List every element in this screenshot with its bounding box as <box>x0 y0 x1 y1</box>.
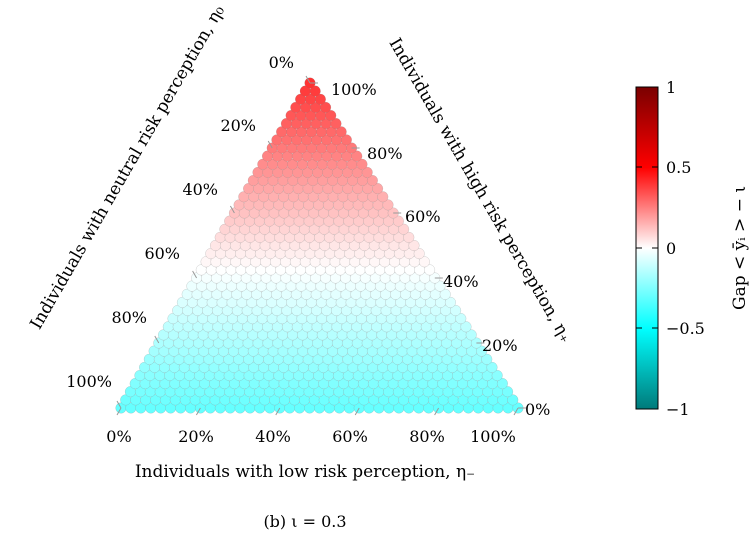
colorbar-tick-0.5: 0.5 <box>666 158 691 177</box>
bottom-tick-20: 20% <box>178 427 214 446</box>
left-axis-ticks: 0% 20% 40% 60% 80% 100% <box>66 53 294 391</box>
right-tick-20: 20% <box>482 336 518 355</box>
bottom-tick-60: 60% <box>332 427 368 446</box>
colorbar: 1 0.5 0 −0.5 −1 Gap < ȳᵢ > − ι <box>635 78 750 419</box>
left-tick-mark <box>116 400 122 409</box>
colorbar-tick-1: 1 <box>666 78 676 97</box>
heatmap-cell <box>465 329 477 341</box>
heatmap-cell <box>476 345 488 357</box>
left-tick-20: 20% <box>220 116 256 135</box>
bottom-tick-mark <box>195 407 201 416</box>
heatmap-cell <box>320 101 332 113</box>
right-axis-ticks: 0% 20% 40% 60% 80% 100% <box>331 80 550 419</box>
triangle-frame <box>116 75 526 416</box>
heatmap-cell <box>340 134 352 146</box>
bottom-tick-0: 0% <box>106 427 131 446</box>
heatmap-cell <box>377 191 389 203</box>
heatmap-cell <box>398 223 410 235</box>
left-tick-40: 40% <box>182 180 218 199</box>
heatmap-cell <box>424 264 436 276</box>
left-tick-mark <box>229 205 235 214</box>
heatmap-cell <box>403 231 415 243</box>
right-tick-100: 100% <box>331 80 377 99</box>
heatmap-cell <box>481 353 493 365</box>
heatmap-cell <box>502 386 514 398</box>
colorbar-tick-0: 0 <box>666 239 676 258</box>
left-tick-mark <box>154 335 160 344</box>
heatmap-cell <box>351 150 363 162</box>
colorbar-tick-neg0.5: −0.5 <box>666 319 705 338</box>
colorbar-tick-neg1: −1 <box>666 400 690 419</box>
right-tick-80: 80% <box>367 144 403 163</box>
heatmap-cell <box>335 126 347 138</box>
left-tick-mark <box>267 140 273 149</box>
right-tick-40: 40% <box>443 272 479 291</box>
figure-caption: (b) ι = 0.3 <box>263 512 346 531</box>
bottom-tick-mark <box>275 407 281 416</box>
heatmap-cell <box>455 313 467 325</box>
bottom-tick-mark <box>513 407 519 416</box>
heatmap-cell <box>392 215 404 227</box>
heatmap-cell <box>408 239 420 252</box>
heatmap-cell <box>439 288 451 300</box>
heatmap-cell <box>356 158 368 170</box>
bottom-tick-mark <box>354 407 360 416</box>
bottom-tick-80: 80% <box>409 427 445 446</box>
heatmap-cell <box>382 199 394 211</box>
left-tick-80: 80% <box>111 308 147 327</box>
heatmap-cell <box>418 256 430 268</box>
heatmap-cell <box>460 321 472 333</box>
left-tick-mark <box>305 75 311 84</box>
left-tick-mark <box>192 270 198 279</box>
heatmap-cell <box>314 93 326 105</box>
heatmap-cell <box>491 369 503 382</box>
heatmap-cell <box>486 361 498 373</box>
heatmap-cell <box>361 166 373 178</box>
bottom-tick-100: 100% <box>470 427 516 446</box>
heatmap-cell <box>413 248 425 260</box>
bottom-tick-mark <box>116 407 122 416</box>
right-tick-0: 0% <box>525 400 550 419</box>
heatmap-cells <box>115 77 524 414</box>
right-tick-60: 60% <box>405 207 441 226</box>
heatmap-cell <box>450 304 462 317</box>
left-tick-100: 100% <box>66 372 112 391</box>
heatmap-cell <box>434 280 446 292</box>
heatmap-cell <box>507 394 519 406</box>
heatmap-cell <box>444 296 456 308</box>
bottom-axis-ticks: 0% 20% 40% 60% 80% 100% <box>106 427 516 446</box>
heatmap-cell <box>372 183 384 195</box>
heatmap-cell <box>325 109 337 122</box>
colorbar-label: Gap < ȳᵢ > − ι <box>730 186 750 310</box>
heatmap-cell <box>330 118 342 130</box>
heatmap-cell <box>366 174 378 187</box>
left-tick-60: 60% <box>144 244 180 263</box>
heatmap-cell <box>496 378 508 390</box>
bottom-tick-mark <box>434 407 440 416</box>
left-tick-0: 0% <box>269 53 294 72</box>
bottom-tick-40: 40% <box>255 427 291 446</box>
bottom-axis-title: Individuals with low risk perception, η₋ <box>135 462 475 482</box>
heatmap-cell <box>309 85 321 97</box>
